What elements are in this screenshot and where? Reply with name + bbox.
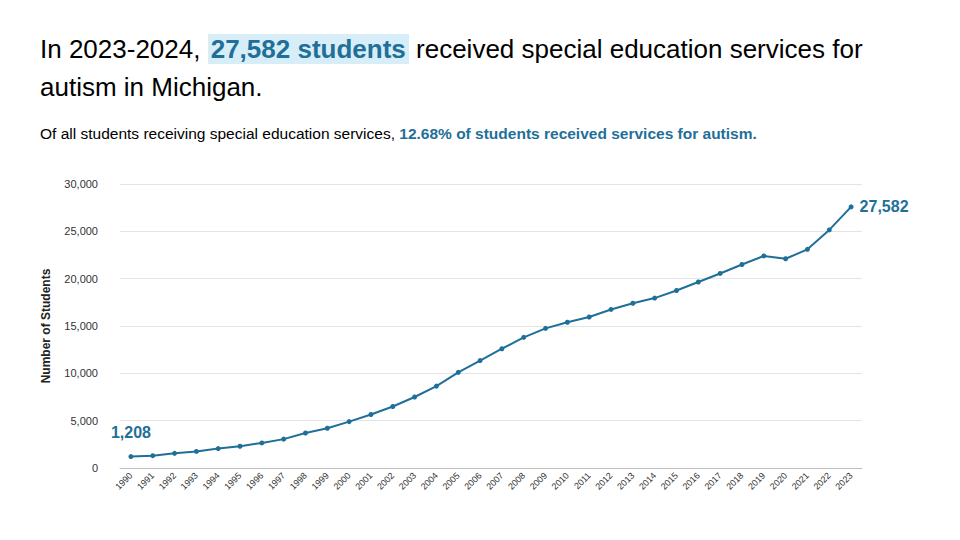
svg-text:2003: 2003 (397, 470, 418, 491)
svg-text:30,000: 30,000 (64, 178, 98, 190)
svg-text:1993: 1993 (179, 470, 200, 491)
svg-text:2008: 2008 (506, 470, 527, 491)
svg-text:2018: 2018 (724, 470, 745, 491)
svg-text:1997: 1997 (266, 470, 287, 491)
svg-text:Number of Students: Number of Students (39, 268, 53, 383)
svg-text:1999: 1999 (310, 470, 331, 491)
svg-text:1996: 1996 (244, 470, 265, 491)
svg-text:1992: 1992 (157, 470, 178, 491)
svg-text:1995: 1995 (222, 470, 243, 491)
svg-text:2014: 2014 (637, 470, 658, 491)
svg-text:1990: 1990 (113, 470, 134, 491)
svg-text:2000: 2000 (331, 470, 352, 491)
svg-text:10,000: 10,000 (64, 367, 98, 379)
svg-text:2021: 2021 (790, 470, 811, 491)
svg-text:0: 0 (92, 462, 98, 474)
svg-text:2004: 2004 (419, 470, 440, 491)
svg-text:2023: 2023 (833, 470, 854, 491)
svg-text:2020: 2020 (768, 470, 789, 491)
svg-text:5,000: 5,000 (70, 415, 98, 427)
html-text:In 2023-2024, 27,582 students: In 2023-2024, 27,582 students received s… (40, 34, 863, 102)
svg-text:2011: 2011 (572, 470, 593, 491)
svg-text:2017: 2017 (702, 470, 723, 491)
svg-text:1994: 1994 (201, 470, 222, 491)
html-text:Of all students receiving spec: Of all students receiving special educat… (40, 125, 757, 142)
svg-text:2005: 2005 (441, 470, 462, 491)
svg-text:2015: 2015 (659, 470, 680, 491)
svg-text:1998: 1998 (288, 470, 309, 491)
svg-text:2022: 2022 (812, 470, 833, 491)
svg-text:2009: 2009 (528, 470, 549, 491)
svg-text:1991: 1991 (135, 470, 156, 491)
svg-text:27,582: 27,582 (860, 198, 909, 215)
svg-text:25,000: 25,000 (64, 225, 98, 237)
svg-text:15,000: 15,000 (64, 320, 98, 332)
svg-text:2007: 2007 (484, 470, 505, 491)
svg-text:2019: 2019 (746, 470, 767, 491)
svg-text:2016: 2016 (681, 470, 702, 491)
svg-text:2006: 2006 (462, 470, 483, 491)
svg-text:1,208: 1,208 (111, 424, 151, 441)
svg-text:2012: 2012 (593, 470, 614, 491)
svg-text:2001: 2001 (353, 470, 374, 491)
svg-text:2013: 2013 (615, 470, 636, 491)
svg-text:2002: 2002 (375, 470, 396, 491)
svg-text:2010: 2010 (550, 470, 571, 491)
svg-text:20,000: 20,000 (64, 273, 98, 285)
